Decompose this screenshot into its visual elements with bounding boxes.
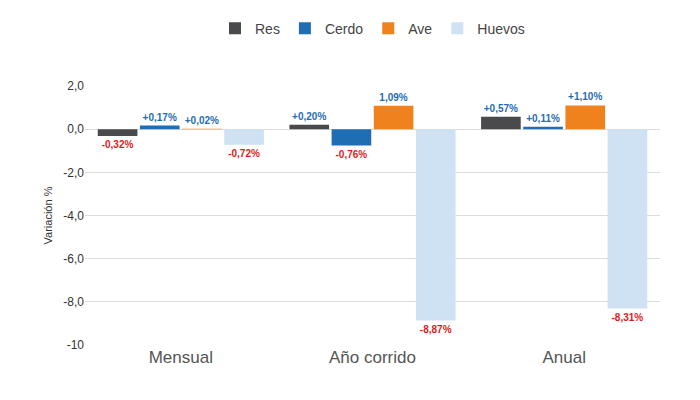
svg-text:+0,02%: +0,02% [185,115,219,126]
svg-text:Huevos: Huevos [477,21,524,37]
svg-text:+1,10%: +1,10% [568,91,602,102]
svg-text:+0,57%: +0,57% [484,103,518,114]
svg-text:Variación %: Variación % [42,186,54,244]
svg-text:Ave: Ave [408,21,432,37]
svg-text:-0,76%: -0,76% [336,149,368,160]
svg-text:-6,0: -6,0 [63,252,84,266]
svg-text:-4,0: -4,0 [63,209,84,223]
svg-text:Año corrido: Año corrido [329,348,416,367]
svg-text:Mensual: Mensual [149,348,213,367]
svg-text:-8,31%: -8,31% [612,312,644,323]
svg-text:-0,72%: -0,72% [228,148,260,159]
svg-text:-8,0: -8,0 [63,295,84,309]
svg-text:-0,32%: -0,32% [102,139,134,150]
svg-text:Res: Res [255,21,280,37]
svg-text:0,0: 0,0 [67,122,84,136]
svg-text:Cerdo: Cerdo [325,21,363,37]
svg-text:Anual: Anual [542,348,585,367]
svg-text:-8,87%: -8,87% [420,324,452,335]
svg-text:+0,20%: +0,20% [292,111,326,122]
svg-text:2,0: 2,0 [67,79,84,93]
svg-text:+0,17%: +0,17% [143,112,177,123]
svg-text:-10: -10 [67,338,85,352]
svg-text:-2,0: -2,0 [63,166,84,180]
svg-text:1,09%: 1,09% [379,92,407,103]
svg-text:+0,11%: +0,11% [526,113,560,124]
